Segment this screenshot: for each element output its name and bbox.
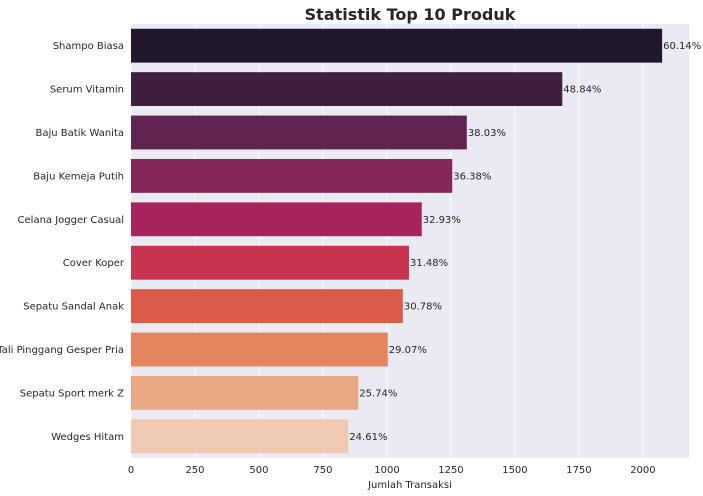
- x-tick-label: 500: [249, 465, 268, 476]
- category-label: Shampo Biasa: [53, 41, 124, 52]
- category-label: Tali Pinggang Gesper Pria: [0, 345, 124, 356]
- bar: [131, 28, 663, 63]
- category-label: Celana Jogger Casual: [18, 215, 124, 226]
- category-label: Wedges Hitam: [51, 432, 124, 443]
- bar: [131, 375, 359, 410]
- x-tick-label: 750: [313, 465, 332, 476]
- bar-data-label: 31.48%: [410, 258, 448, 269]
- bar-data-label: 60.14%: [663, 41, 701, 52]
- x-tick-label: 1500: [502, 465, 527, 476]
- x-tick-label: 1250: [438, 465, 463, 476]
- bar-data-label: 36.38%: [453, 171, 491, 182]
- category-label: Baju Kemeja Putih: [33, 171, 124, 182]
- category-label: Sepatu Sport merk Z: [20, 388, 124, 399]
- category-label: Sepatu Sandal Anak: [23, 302, 124, 313]
- category-label: Cover Koper: [63, 258, 125, 269]
- data-labels: 60.14% 48.84% 38.03% 36.38% 32.93% 31.48% 30.7…: [349, 41, 701, 443]
- x-tick-label: 1000: [374, 465, 399, 476]
- x-tick-label: 250: [185, 465, 204, 476]
- bar: [131, 158, 453, 193]
- bar-data-label: 48.84%: [563, 85, 601, 96]
- x-axis-title: Jumlah Transaksi: [367, 480, 452, 491]
- x-tick-label: 1750: [566, 465, 591, 476]
- x-tick-label: 0: [128, 465, 134, 476]
- bar-data-label: 38.03%: [468, 128, 506, 139]
- category-label: Baju Batik Wanita: [36, 128, 124, 139]
- bar: [131, 202, 422, 237]
- bar: [131, 72, 563, 107]
- bar: [131, 115, 467, 150]
- bar: [131, 332, 388, 367]
- category-labels: Shampo Biasa Serum Vitamin Baju Batik Wani…: [0, 41, 125, 443]
- category-label: Serum Vitamin: [50, 85, 124, 96]
- bar: [131, 289, 403, 324]
- bars: [131, 28, 663, 454]
- bar: [131, 245, 409, 280]
- bar-data-label: 30.78%: [404, 302, 442, 313]
- bar-data-label: 29.07%: [389, 345, 427, 356]
- x-tick-labels: 0 250 500 750 1000 1250 1500 1750 2000: [128, 465, 656, 476]
- bar-data-label: 32.93%: [423, 215, 461, 226]
- x-tick-label: 2000: [630, 465, 655, 476]
- bar-data-label: 25.74%: [359, 388, 397, 399]
- chart-title: Statistik Top 10 Produk: [305, 5, 516, 24]
- bar: [131, 419, 349, 454]
- bar-data-label: 24.61%: [349, 432, 387, 443]
